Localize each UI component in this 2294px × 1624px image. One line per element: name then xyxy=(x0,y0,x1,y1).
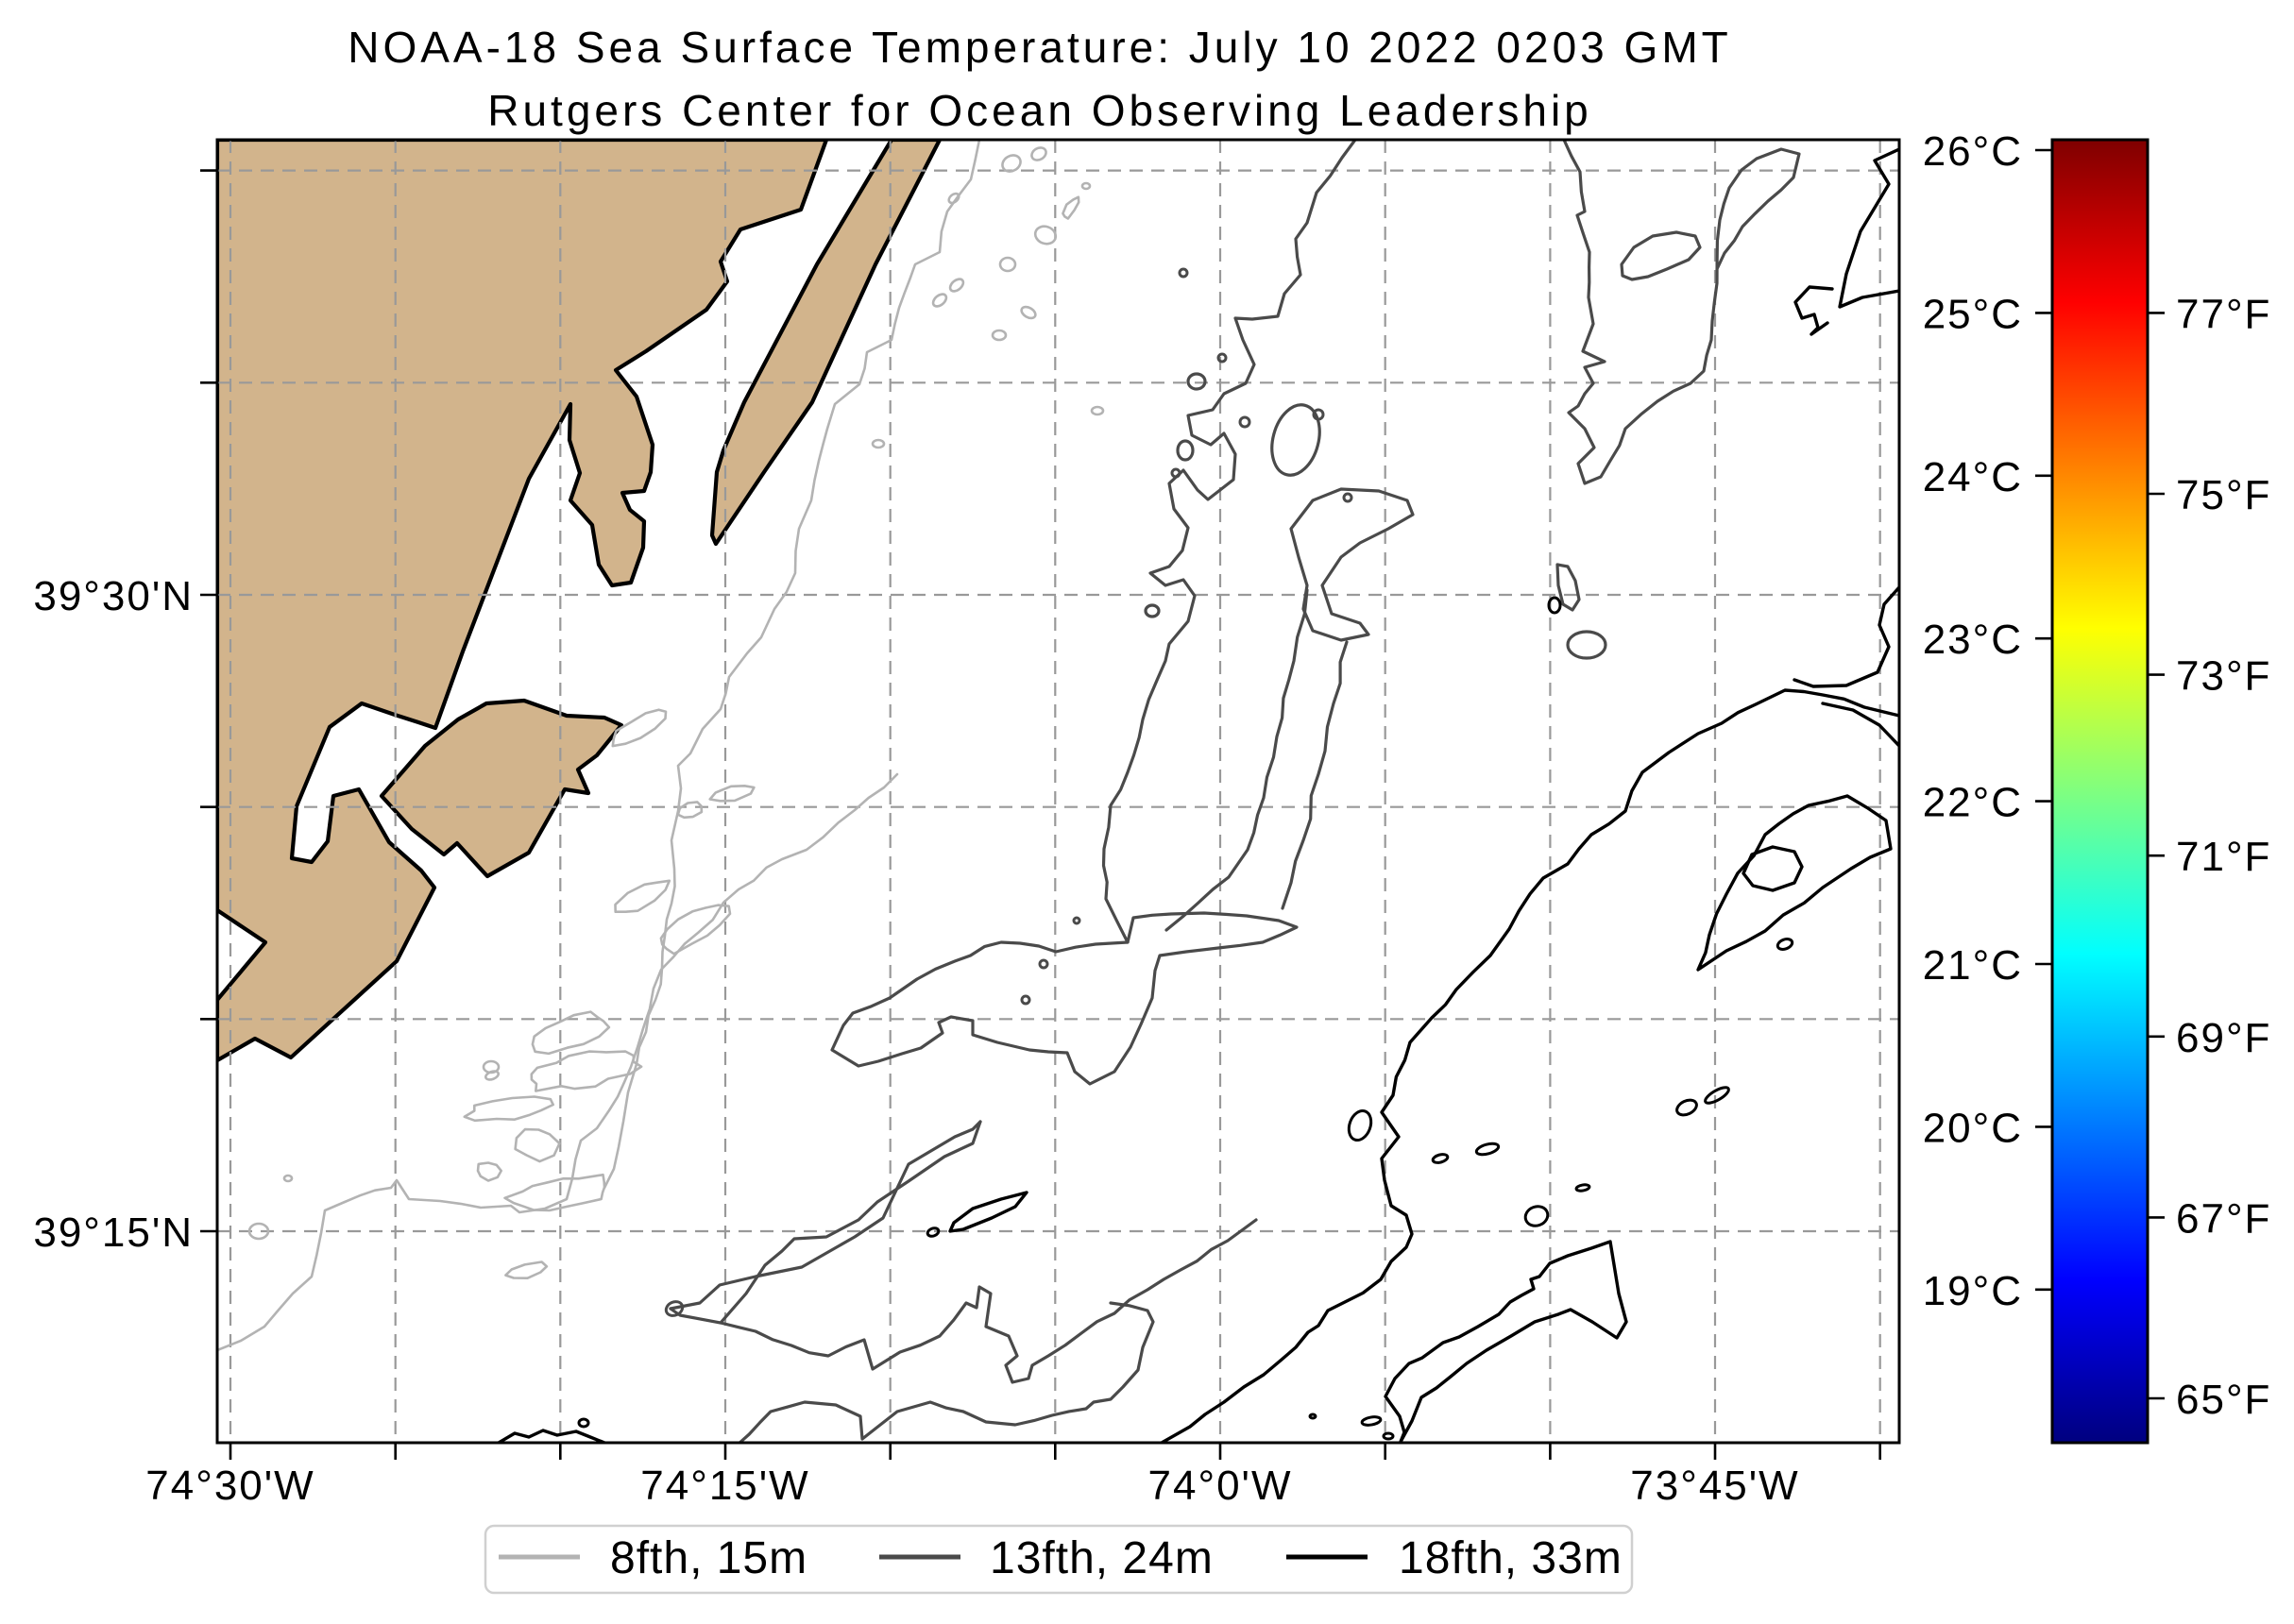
svg-text:19°C: 19°C xyxy=(1923,1268,2023,1314)
svg-text:25°C: 25°C xyxy=(1923,291,2023,337)
svg-text:NOAA-18 Sea Surface Temperatur: NOAA-18 Sea Surface Temperature: July 10… xyxy=(348,23,1731,72)
svg-text:73°F: 73°F xyxy=(2176,653,2271,700)
svg-text:21°C: 21°C xyxy=(1923,942,2023,989)
svg-text:69°F: 69°F xyxy=(2176,1015,2271,1061)
svg-text:74°30'W: 74°30'W xyxy=(145,1463,314,1509)
svg-text:39°15'N: 39°15'N xyxy=(33,1210,194,1256)
svg-text:18fth, 33m: 18fth, 33m xyxy=(1399,1533,1623,1583)
svg-text:67°F: 67°F xyxy=(2176,1195,2271,1242)
svg-text:20°C: 20°C xyxy=(1923,1105,2023,1151)
svg-text:75°F: 75°F xyxy=(2176,472,2271,518)
svg-text:71°F: 71°F xyxy=(2176,834,2271,880)
svg-text:77°F: 77°F xyxy=(2176,291,2271,337)
svg-text:65°F: 65°F xyxy=(2176,1377,2271,1423)
svg-text:8fth, 15m: 8fth, 15m xyxy=(610,1533,807,1583)
svg-text:Rutgers Center for Ocean Obser: Rutgers Center for Ocean Observing Leade… xyxy=(487,86,1592,135)
svg-text:74°0'W: 74°0'W xyxy=(1148,1463,1293,1509)
svg-text:22°C: 22°C xyxy=(1923,780,2023,826)
svg-text:73°45'W: 73°45'W xyxy=(1630,1463,1799,1509)
svg-text:23°C: 23°C xyxy=(1923,617,2023,663)
svg-text:26°C: 26°C xyxy=(1923,128,2023,175)
svg-text:24°C: 24°C xyxy=(1923,454,2023,500)
svg-text:39°30'N: 39°30'N xyxy=(33,573,194,619)
svg-text:13fth, 24m: 13fth, 24m xyxy=(990,1533,1214,1583)
svg-text:74°15'W: 74°15'W xyxy=(640,1463,809,1509)
